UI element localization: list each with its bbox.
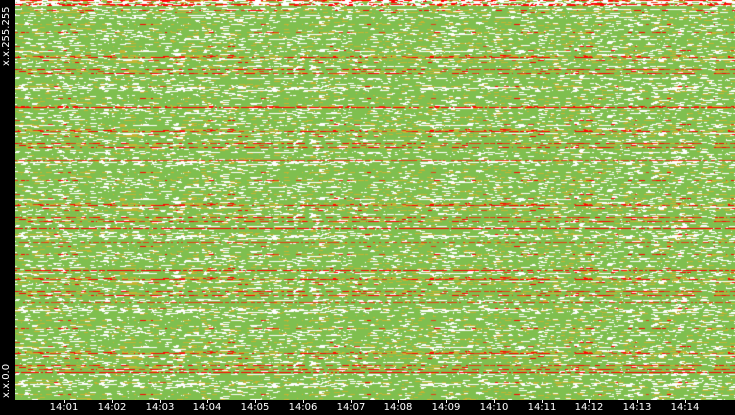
x-tick-label: 14:07 <box>336 402 366 413</box>
x-tick-label: 14:14 <box>670 402 700 413</box>
x-tick-label: 14:11 <box>527 402 557 413</box>
x-axis <box>15 400 735 415</box>
y-axis-bottom-label: x.x.0.0 <box>1 363 12 398</box>
x-tick-label: 14:08 <box>383 402 413 413</box>
x-tick-label: 14:01 <box>49 402 79 413</box>
x-tick-label: 14:10 <box>479 402 509 413</box>
y-axis-top-label: x.x.255.255 <box>1 6 12 66</box>
x-tick-mark <box>351 400 352 403</box>
x-tick-label: 14:05 <box>240 402 270 413</box>
x-tick-label: 14:09 <box>431 402 461 413</box>
x-tick-mark <box>685 400 686 403</box>
x-tick-label: 14:04 <box>192 402 222 413</box>
x-tick-mark <box>446 400 447 403</box>
x-tick-mark <box>255 400 256 403</box>
x-tick-mark <box>637 400 638 403</box>
heatmap-cells <box>15 0 735 400</box>
x-tick-mark <box>303 400 304 403</box>
x-tick-label: 14:13 <box>622 402 652 413</box>
heatmap-plot-area <box>15 0 735 400</box>
x-tick-mark <box>64 400 65 403</box>
x-tick-label: 14:12 <box>574 402 604 413</box>
x-tick-mark <box>542 400 543 403</box>
x-tick-label: 14:06 <box>288 402 318 413</box>
x-tick-mark <box>398 400 399 403</box>
x-tick-mark <box>589 400 590 403</box>
x-tick-mark <box>112 400 113 403</box>
y-axis: x.x.255.255 x.x.0.0 <box>0 0 15 400</box>
x-tick-mark <box>207 400 208 403</box>
x-tick-mark <box>494 400 495 403</box>
x-tick-label: 14:03 <box>145 402 175 413</box>
x-tick-mark <box>160 400 161 403</box>
x-tick-label: 14:02 <box>97 402 127 413</box>
